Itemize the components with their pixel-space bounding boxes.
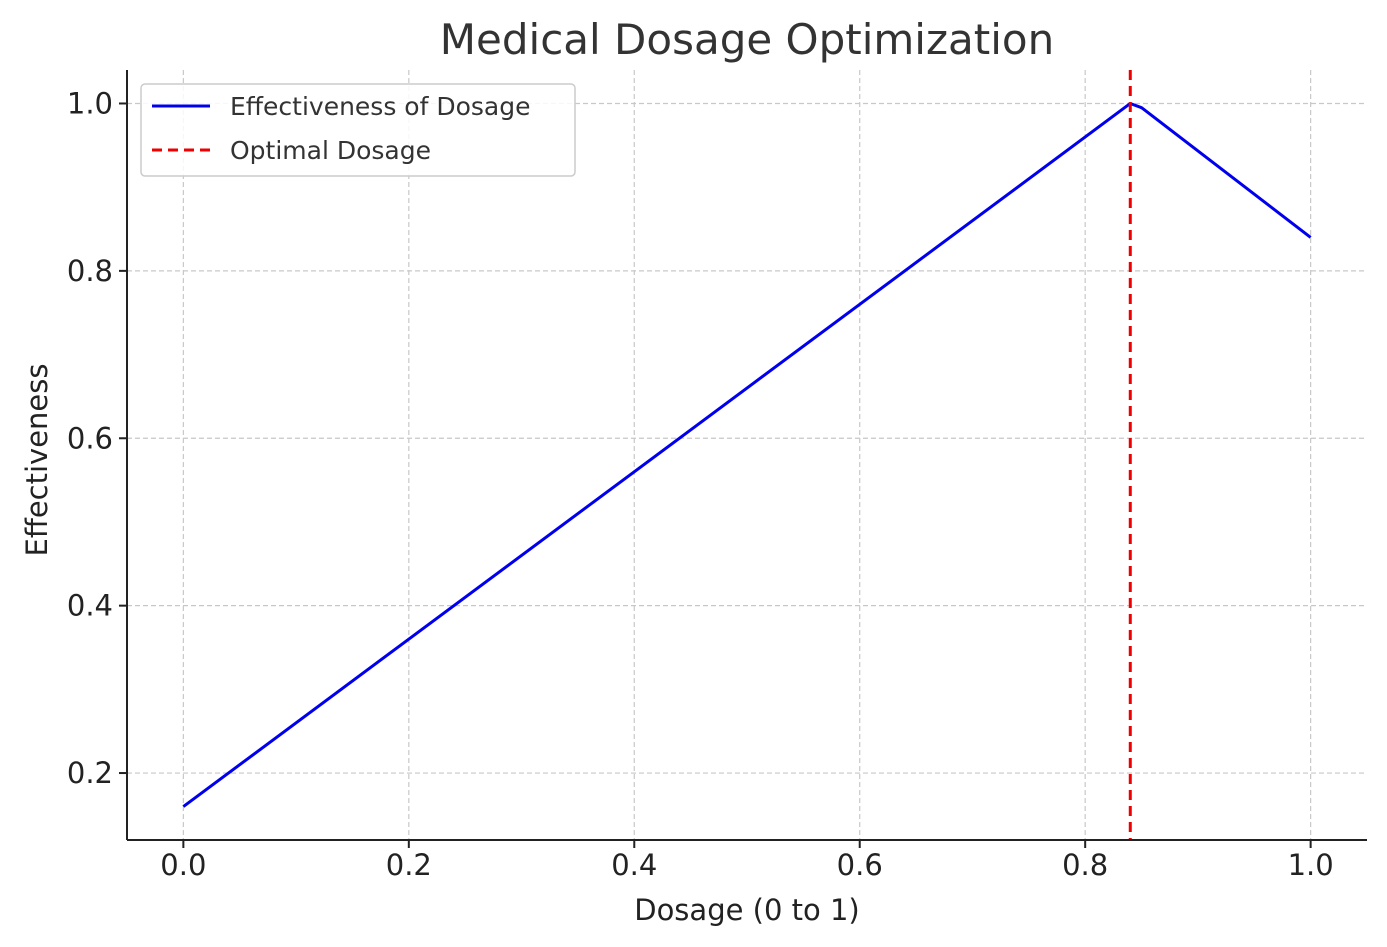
x-tick-label: 0.4 xyxy=(611,848,657,882)
chart-title: Medical Dosage Optimization xyxy=(440,15,1054,64)
x-axis-label: Dosage (0 to 1) xyxy=(634,893,860,927)
y-axis-ticks: 0.2 0.4 0.6 0.8 1.0 xyxy=(67,86,127,790)
y-tick-label: 0.6 xyxy=(67,421,113,455)
series-line-effectiveness xyxy=(182,101,1312,808)
y-tick-label: 0.4 xyxy=(67,589,113,623)
y-tick-label: 0.2 xyxy=(67,756,113,790)
legend-label-optimal: Optimal Dosage xyxy=(230,136,431,165)
plot-area xyxy=(182,70,1312,840)
x-tick-label: 0.8 xyxy=(1062,848,1108,882)
y-tick-label: 1.0 xyxy=(67,86,113,120)
y-axis-label: Effectiveness xyxy=(20,364,54,557)
legend: Effectiveness of Dosage Optimal Dosage xyxy=(140,83,576,177)
x-tick-label: 0.6 xyxy=(837,848,883,882)
x-tick-label: 0.0 xyxy=(160,848,206,882)
x-tick-label: 1.0 xyxy=(1288,848,1334,882)
x-tick-label: 0.2 xyxy=(386,848,432,882)
x-axis-ticks: 0.0 0.2 0.4 0.6 0.8 1.0 xyxy=(160,840,1334,882)
legend-label-effectiveness: Effectiveness of Dosage xyxy=(230,92,530,121)
legend-box xyxy=(140,83,576,177)
grid-lines xyxy=(127,70,1367,840)
y-tick-label: 0.8 xyxy=(67,254,113,288)
axes-spines xyxy=(126,70,1367,841)
